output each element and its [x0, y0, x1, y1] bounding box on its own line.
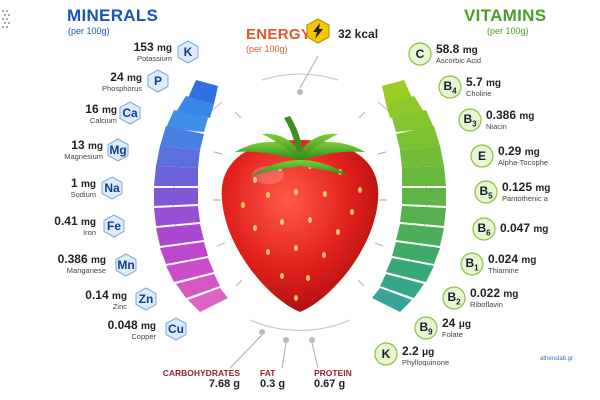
- vitamin-row-k: 2.2 μg Phylloquinone: [402, 344, 450, 367]
- vitamin-badge-b2: B2: [442, 286, 466, 310]
- mineral-row-manganese: 0.386 mg Manganese: [57, 252, 106, 275]
- logo-mark: [2, 10, 12, 32]
- energy-subtitle: (per 100g): [246, 44, 288, 54]
- mineral-bars: [154, 80, 228, 312]
- lightning-icon: [305, 18, 331, 44]
- mineral-badge-zn: Zn: [134, 287, 158, 311]
- credit-text: athenslab.gr: [540, 356, 574, 362]
- vitamin-badge-c: C: [408, 42, 432, 66]
- mineral-badge-na: Na: [100, 176, 124, 200]
- vitamin-badge-k: K: [374, 342, 398, 366]
- vitamin-bars: [372, 80, 446, 312]
- mineral-badge-fe: Fe: [102, 214, 126, 238]
- mineral-row-iron: 0.41 mg Iron: [54, 214, 96, 237]
- vitamin-badge-b5: B5: [474, 180, 498, 204]
- mineral-badge-mg: Mg: [106, 138, 130, 162]
- mineral-row-potassium: 153 mg Potassium: [133, 40, 172, 63]
- vitamin-row-b1: 0.024 mg Thiamine: [488, 252, 537, 275]
- vitamin-row-b5: 0.125 mg Pantothenic a: [502, 180, 551, 203]
- mineral-badge-mn: Mn: [114, 253, 138, 277]
- vitamin-row-b9: 24 μg Folate: [442, 316, 471, 339]
- vitamin-row-b2: 0.022 mg Riboflavin: [470, 286, 519, 309]
- vitamin-row-b3: 0.386 mg Niacin: [486, 108, 535, 131]
- vitamin-badge-e: E: [470, 144, 494, 168]
- mineral-badge-cu: Cu: [164, 317, 188, 341]
- minerals-title: MINERALS: [67, 6, 159, 25]
- macro-carbohydrates: CARBOHYDRATES 7.68 g: [162, 368, 240, 390]
- vitamin-badge-b1: B1: [460, 252, 484, 276]
- energy-value: 32 kcal: [338, 27, 379, 41]
- vitamin-badge-b9: B9: [414, 316, 438, 340]
- vitamin-row-b6: 0.047 mg: [500, 221, 549, 235]
- minerals-subtitle: (per 100g): [68, 26, 110, 36]
- mineral-row-copper: 0.048 mg Copper: [107, 318, 156, 341]
- mineral-row-sodium: 1 mg Sodium: [70, 176, 96, 199]
- mineral-row-zinc: 0.14 mg Zinc: [85, 288, 127, 311]
- mineral-row-phosphorus: 24 mg Phosphorus: [101, 70, 142, 93]
- macro-protein: PROTEIN 0.67 g: [314, 368, 352, 390]
- mineral-badge-p: P: [146, 69, 170, 93]
- strawberry-image: [221, 116, 379, 312]
- vitamins-title: VITAMINS: [464, 6, 547, 25]
- vitamin-row-b4: 5.7 mg Choline: [466, 75, 502, 98]
- vitamin-badge-b3: B3: [458, 108, 482, 132]
- mineral-row-calcium: 16 mg Calcium: [85, 102, 117, 125]
- energy-title: ENERGY: [246, 26, 312, 43]
- vitamins-subtitle: (per 100g): [487, 26, 529, 36]
- vitamin-row-e: 0.29 mg Alpha-Tocophe: [498, 144, 549, 167]
- vitamin-badge-b6: B6: [472, 217, 496, 241]
- mineral-row-magnesium: 13 mg Magnesium: [64, 138, 103, 161]
- vitamin-badge-b4: B4: [438, 75, 462, 99]
- vitamin-row-c: 58.8 mg Ascorbic Acid: [436, 42, 482, 65]
- mineral-badge-ca: Ca: [118, 101, 142, 125]
- mineral-badge-k: K: [176, 40, 200, 64]
- macro-fat: FAT 0.3 g: [260, 368, 286, 390]
